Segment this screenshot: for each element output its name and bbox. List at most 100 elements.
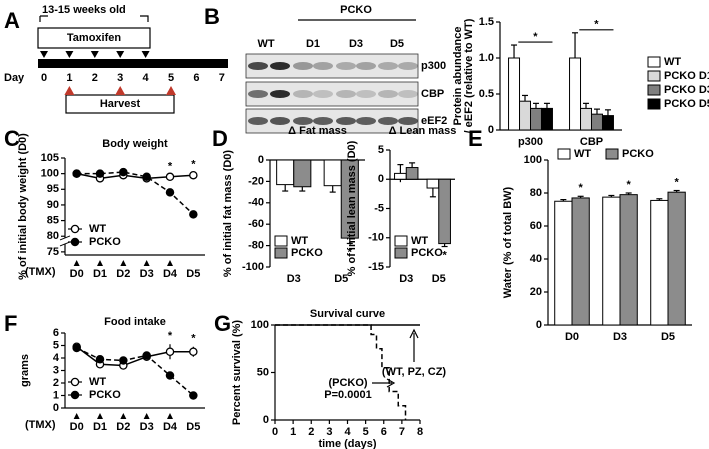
age-label: 13-15 weeks old bbox=[42, 4, 126, 16]
y-tick-label: -80 bbox=[248, 240, 264, 252]
tmx-marker bbox=[143, 413, 150, 419]
tmx-label: (TMX) bbox=[25, 419, 56, 431]
annotation: P=0.0001 bbox=[324, 389, 371, 401]
y-tick-label: 1 bbox=[53, 389, 59, 401]
legend-swatch bbox=[647, 56, 661, 68]
tmx-label: (TMX) bbox=[25, 266, 56, 278]
legend-label: WT bbox=[89, 376, 106, 388]
blot-band bbox=[398, 62, 418, 70]
blot-strip bbox=[245, 53, 419, 79]
point bbox=[142, 351, 151, 360]
y-tick-label: 0 bbox=[378, 173, 384, 185]
treatment-label: Tamoxifen bbox=[67, 32, 121, 44]
significance: * bbox=[533, 31, 538, 43]
blot-band bbox=[398, 90, 418, 98]
panel-label: B bbox=[204, 4, 220, 29]
x-tick-label: D2 bbox=[116, 421, 130, 433]
y-tick-label: 5 bbox=[53, 339, 59, 351]
y-tick-label: 0 bbox=[536, 319, 542, 331]
tmx-marker bbox=[97, 260, 103, 266]
y-tick-label: -60 bbox=[248, 218, 264, 230]
blot-band bbox=[378, 117, 398, 125]
panel-label: D bbox=[212, 126, 228, 151]
annotation-arrow bbox=[409, 328, 419, 362]
legend-swatch bbox=[394, 235, 408, 247]
blot-band bbox=[378, 90, 398, 98]
annotation: (PCKO) bbox=[328, 377, 367, 389]
day-label: 1 bbox=[66, 72, 72, 84]
bar bbox=[601, 115, 614, 131]
bar bbox=[394, 172, 407, 180]
x-tick-label: D5 bbox=[186, 268, 200, 280]
bar bbox=[540, 107, 553, 131]
significance: * bbox=[191, 159, 196, 171]
legend-label: PCKO bbox=[89, 236, 121, 248]
significance: * bbox=[348, 246, 353, 258]
chart-title: Survival curve bbox=[310, 308, 385, 320]
legend-label: PCKO bbox=[291, 247, 323, 259]
legend-label: PCKO bbox=[89, 389, 121, 401]
blot-band bbox=[248, 62, 268, 70]
bar bbox=[438, 178, 451, 245]
y-tick-label: -100 bbox=[242, 261, 264, 273]
y-tick-label: 80 bbox=[47, 230, 59, 242]
legend-label: PCKO D5 bbox=[664, 98, 709, 110]
legend-label: WT bbox=[574, 148, 591, 160]
x-tick-label: 1 bbox=[290, 426, 296, 438]
treatment-box bbox=[37, 27, 151, 49]
y-tick-label: 100 bbox=[524, 154, 542, 166]
point bbox=[165, 172, 175, 182]
tmx-marker bbox=[167, 413, 173, 419]
x-tick-label: D2 bbox=[116, 268, 130, 280]
y-axis-label: % of initial lean mass (D0) bbox=[346, 140, 358, 276]
y-tick-label: 0 bbox=[258, 154, 264, 166]
lane-label: D1 bbox=[306, 38, 320, 50]
series-line bbox=[76, 171, 194, 215]
blot-band bbox=[336, 90, 356, 98]
protein-label: p300 bbox=[421, 60, 446, 72]
x-tick-label: D3 bbox=[140, 268, 154, 280]
significance: * bbox=[674, 176, 679, 188]
x-tick-label: D3 bbox=[399, 273, 413, 285]
point bbox=[72, 343, 81, 353]
y-axis-label: grams bbox=[19, 354, 31, 387]
y-tick-label: 80 bbox=[530, 187, 542, 199]
significance: * bbox=[168, 160, 173, 172]
x-tick-label: CBP bbox=[580, 136, 603, 148]
x-tick-label: p300 bbox=[518, 136, 543, 148]
x-tick-label: 2 bbox=[308, 426, 314, 438]
significance: * bbox=[626, 179, 631, 191]
harvest-marker bbox=[166, 86, 176, 95]
lane-label: D3 bbox=[349, 38, 363, 50]
y-tick-label: 0 bbox=[53, 402, 59, 414]
tmx-marker bbox=[97, 413, 103, 419]
significance: * bbox=[442, 249, 447, 261]
blot-band bbox=[356, 90, 376, 98]
x-tick-label: D3 bbox=[287, 273, 301, 285]
bar bbox=[554, 200, 573, 326]
blot-band bbox=[313, 90, 333, 98]
tmx-marker bbox=[167, 260, 173, 266]
legend-swatch bbox=[394, 247, 408, 259]
x-tick-label: D0 bbox=[565, 331, 579, 343]
blot-band bbox=[378, 62, 398, 70]
age-bracket bbox=[39, 15, 149, 22]
y-tick-label: 5 bbox=[378, 144, 384, 156]
y-axis-label: / eEF2 (relative to WT) bbox=[463, 18, 475, 133]
y-axis-label: % of initial body weight (D0) bbox=[17, 133, 29, 280]
group-label: PCKO bbox=[340, 4, 372, 16]
legend-label: PCKO D3 bbox=[664, 84, 709, 96]
y-tick-label: 85 bbox=[47, 214, 59, 226]
x-tick-label: D1 bbox=[93, 268, 107, 280]
x-tick-label: D1 bbox=[93, 421, 107, 433]
harvest-marker bbox=[64, 86, 75, 95]
day-label: 0 bbox=[41, 72, 47, 84]
x-tick-label: D0 bbox=[70, 268, 84, 280]
x-tick-label: 0 bbox=[272, 426, 278, 438]
point bbox=[165, 188, 175, 197]
y-tick-label: -10 bbox=[368, 232, 384, 244]
y-tick-label: 75 bbox=[47, 246, 59, 258]
point bbox=[119, 356, 128, 365]
blot-band bbox=[293, 62, 313, 70]
y-tick-label: -40 bbox=[248, 197, 264, 209]
